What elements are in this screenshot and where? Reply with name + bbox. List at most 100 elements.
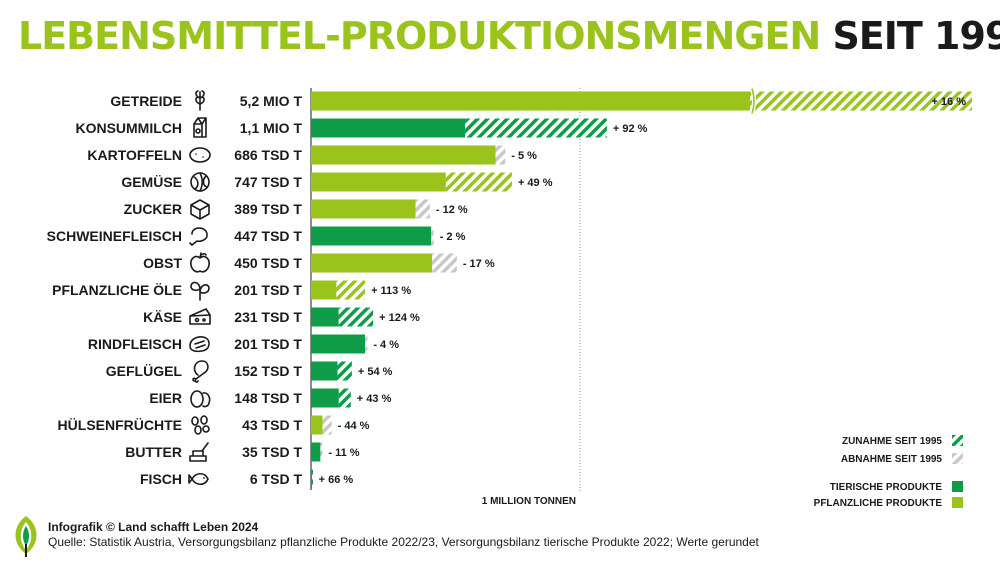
- bar-decrease: [495, 145, 506, 165]
- title-part-2: SEIT 1995: [832, 14, 1000, 58]
- value-label: 747 TSD T: [234, 174, 302, 190]
- steak-icon: [189, 336, 210, 353]
- beans-icon: [191, 415, 210, 435]
- legend-label: PFLANZLICHE PRODUKTE: [814, 498, 943, 509]
- bar-row: GEFLÜGEL 152 TSD T + 54 %: [106, 360, 393, 383]
- ham-icon: [189, 227, 208, 246]
- bar-decrease: [322, 415, 332, 435]
- legend-item: ABNAHME SEIT 1995: [841, 453, 963, 465]
- bar-increase: [337, 361, 352, 381]
- title-part-1: LEBENSMITTEL-PRODUKTIONSMENGEN: [18, 14, 821, 58]
- category-label: GEFLÜGEL: [106, 363, 183, 379]
- bar-increase: [445, 172, 512, 192]
- bar-row: OBST 450 TSD T - 17 %: [143, 252, 495, 273]
- bar-decrease: [432, 253, 457, 273]
- legend-swatch: [952, 497, 963, 508]
- bar-row: EIER 148 TSD T + 43 %: [149, 388, 392, 408]
- value-label: 5,2 MIO T: [240, 93, 303, 109]
- bar-increase: [465, 118, 607, 138]
- value-label: 43 TSD T: [242, 417, 302, 433]
- bar-current: [311, 442, 321, 462]
- value-label: 231 TSD T: [234, 309, 302, 325]
- value-label: 35 TSD T: [242, 444, 302, 460]
- change-label: + 92 %: [613, 123, 648, 135]
- potato-icon: [189, 147, 211, 163]
- footer: Infografik © Land schafft Leben 2024 Que…: [48, 520, 759, 550]
- bar-row: SCHWEINEFLEISCH 447 TSD T - 2 %: [47, 226, 466, 246]
- category-label: PFLANZLICHE ÖLE: [52, 282, 182, 298]
- bar-1995-base: [311, 388, 339, 408]
- category-label: KARTOFFELN: [87, 147, 182, 163]
- legend-label: ZUNAHME SEIT 1995: [842, 436, 942, 447]
- bar-1995-base: [311, 307, 339, 327]
- cabbage-icon: [190, 172, 210, 192]
- value-label: 389 TSD T: [234, 201, 302, 217]
- bar-1995-base: [311, 469, 312, 489]
- sugar-cube-icon: [190, 199, 210, 220]
- bar-current: [311, 145, 496, 165]
- bar-decrease: [431, 226, 434, 246]
- legend-item: ZUNAHME SEIT 1995: [842, 435, 963, 447]
- legend-item: TIERISCHE PRODUKTE: [830, 481, 963, 493]
- bar-increase: [336, 280, 366, 300]
- value-label: 152 TSD T: [234, 363, 302, 379]
- bar-current: [311, 199, 416, 219]
- bar-row: GEMÜSE 747 TSD T + 49 %: [121, 172, 553, 192]
- change-label: - 12 %: [436, 204, 468, 216]
- value-label: 201 TSD T: [234, 336, 302, 352]
- bar-1995-base: [311, 91, 750, 111]
- leaf-logo-icon: [15, 516, 37, 557]
- value-label: 1,1 MIO T: [240, 120, 303, 136]
- fish-icon: [188, 472, 209, 486]
- change-label: - 4 %: [373, 339, 399, 351]
- change-label: + 49 %: [518, 177, 553, 189]
- bar-1995-base: [311, 280, 337, 300]
- bar-current: [311, 253, 433, 273]
- bar-increase: [338, 307, 374, 327]
- bar-row: KÄSE 231 TSD T + 124 %: [143, 307, 420, 327]
- wheat-icon: [195, 90, 205, 111]
- value-label: 148 TSD T: [234, 390, 302, 406]
- value-label: 686 TSD T: [234, 147, 302, 163]
- value-label: 447 TSD T: [234, 228, 302, 244]
- change-label: + 54 %: [358, 366, 393, 378]
- bar-row: GETREIDE 5,2 MIO T + 16 %: [110, 87, 972, 115]
- change-label: - 5 %: [511, 150, 537, 162]
- bar-row: KARTOFFELN 686 TSD T - 5 %: [87, 145, 537, 165]
- category-label: GEMÜSE: [121, 174, 182, 190]
- bar-decrease: [365, 334, 368, 354]
- bar-increase: [338, 388, 351, 408]
- footer-credit: Infografik © Land schafft Leben 2024: [48, 520, 259, 534]
- bar-current: [311, 226, 432, 246]
- change-label: + 66 %: [319, 474, 354, 486]
- footer-source: Quelle: Statistik Austria, Versorgungsbi…: [48, 535, 759, 549]
- bar-decrease: [415, 199, 430, 219]
- change-label: - 17 %: [463, 258, 495, 270]
- category-label: OBST: [143, 255, 182, 271]
- value-label: 201 TSD T: [234, 282, 302, 298]
- bar-row: ZUCKER 389 TSD T - 12 %: [124, 199, 468, 220]
- category-label: KÄSE: [143, 309, 182, 325]
- bar-row: RINDFLEISCH 201 TSD T - 4 %: [88, 334, 399, 354]
- cheese-icon: [189, 308, 211, 325]
- change-label: - 2 %: [440, 231, 466, 243]
- change-label: + 16 %: [931, 96, 966, 108]
- legend-item: PFLANZLICHE PRODUKTE: [814, 497, 963, 509]
- bar-row: PFLANZLICHE ÖLE 201 TSD T + 113 %: [52, 280, 411, 301]
- bar-row: BUTTER 35 TSD T - 11 %: [125, 442, 360, 462]
- butter-icon: [189, 442, 209, 462]
- change-label: + 113 %: [371, 285, 411, 297]
- legend-label: ABNAHME SEIT 1995: [841, 454, 943, 465]
- category-label: HÜLSENFRÜCHTE: [58, 417, 182, 433]
- bar-increase: [311, 469, 313, 489]
- bar-current: [311, 334, 366, 354]
- drumstick-icon: [192, 360, 209, 383]
- legend-label: TIERISCHE PRODUKTE: [830, 482, 943, 493]
- sprout-icon: [190, 281, 210, 301]
- bar-row: HÜLSENFRÜCHTE 43 TSD T - 44 %: [58, 415, 370, 435]
- bar-row: KONSUMMILCH 1,1 MIO T + 92 %: [75, 117, 648, 138]
- category-label: SCHWEINEFLEISCH: [47, 228, 182, 244]
- milk-carton-icon: [193, 117, 207, 138]
- category-label: ZUCKER: [124, 201, 182, 217]
